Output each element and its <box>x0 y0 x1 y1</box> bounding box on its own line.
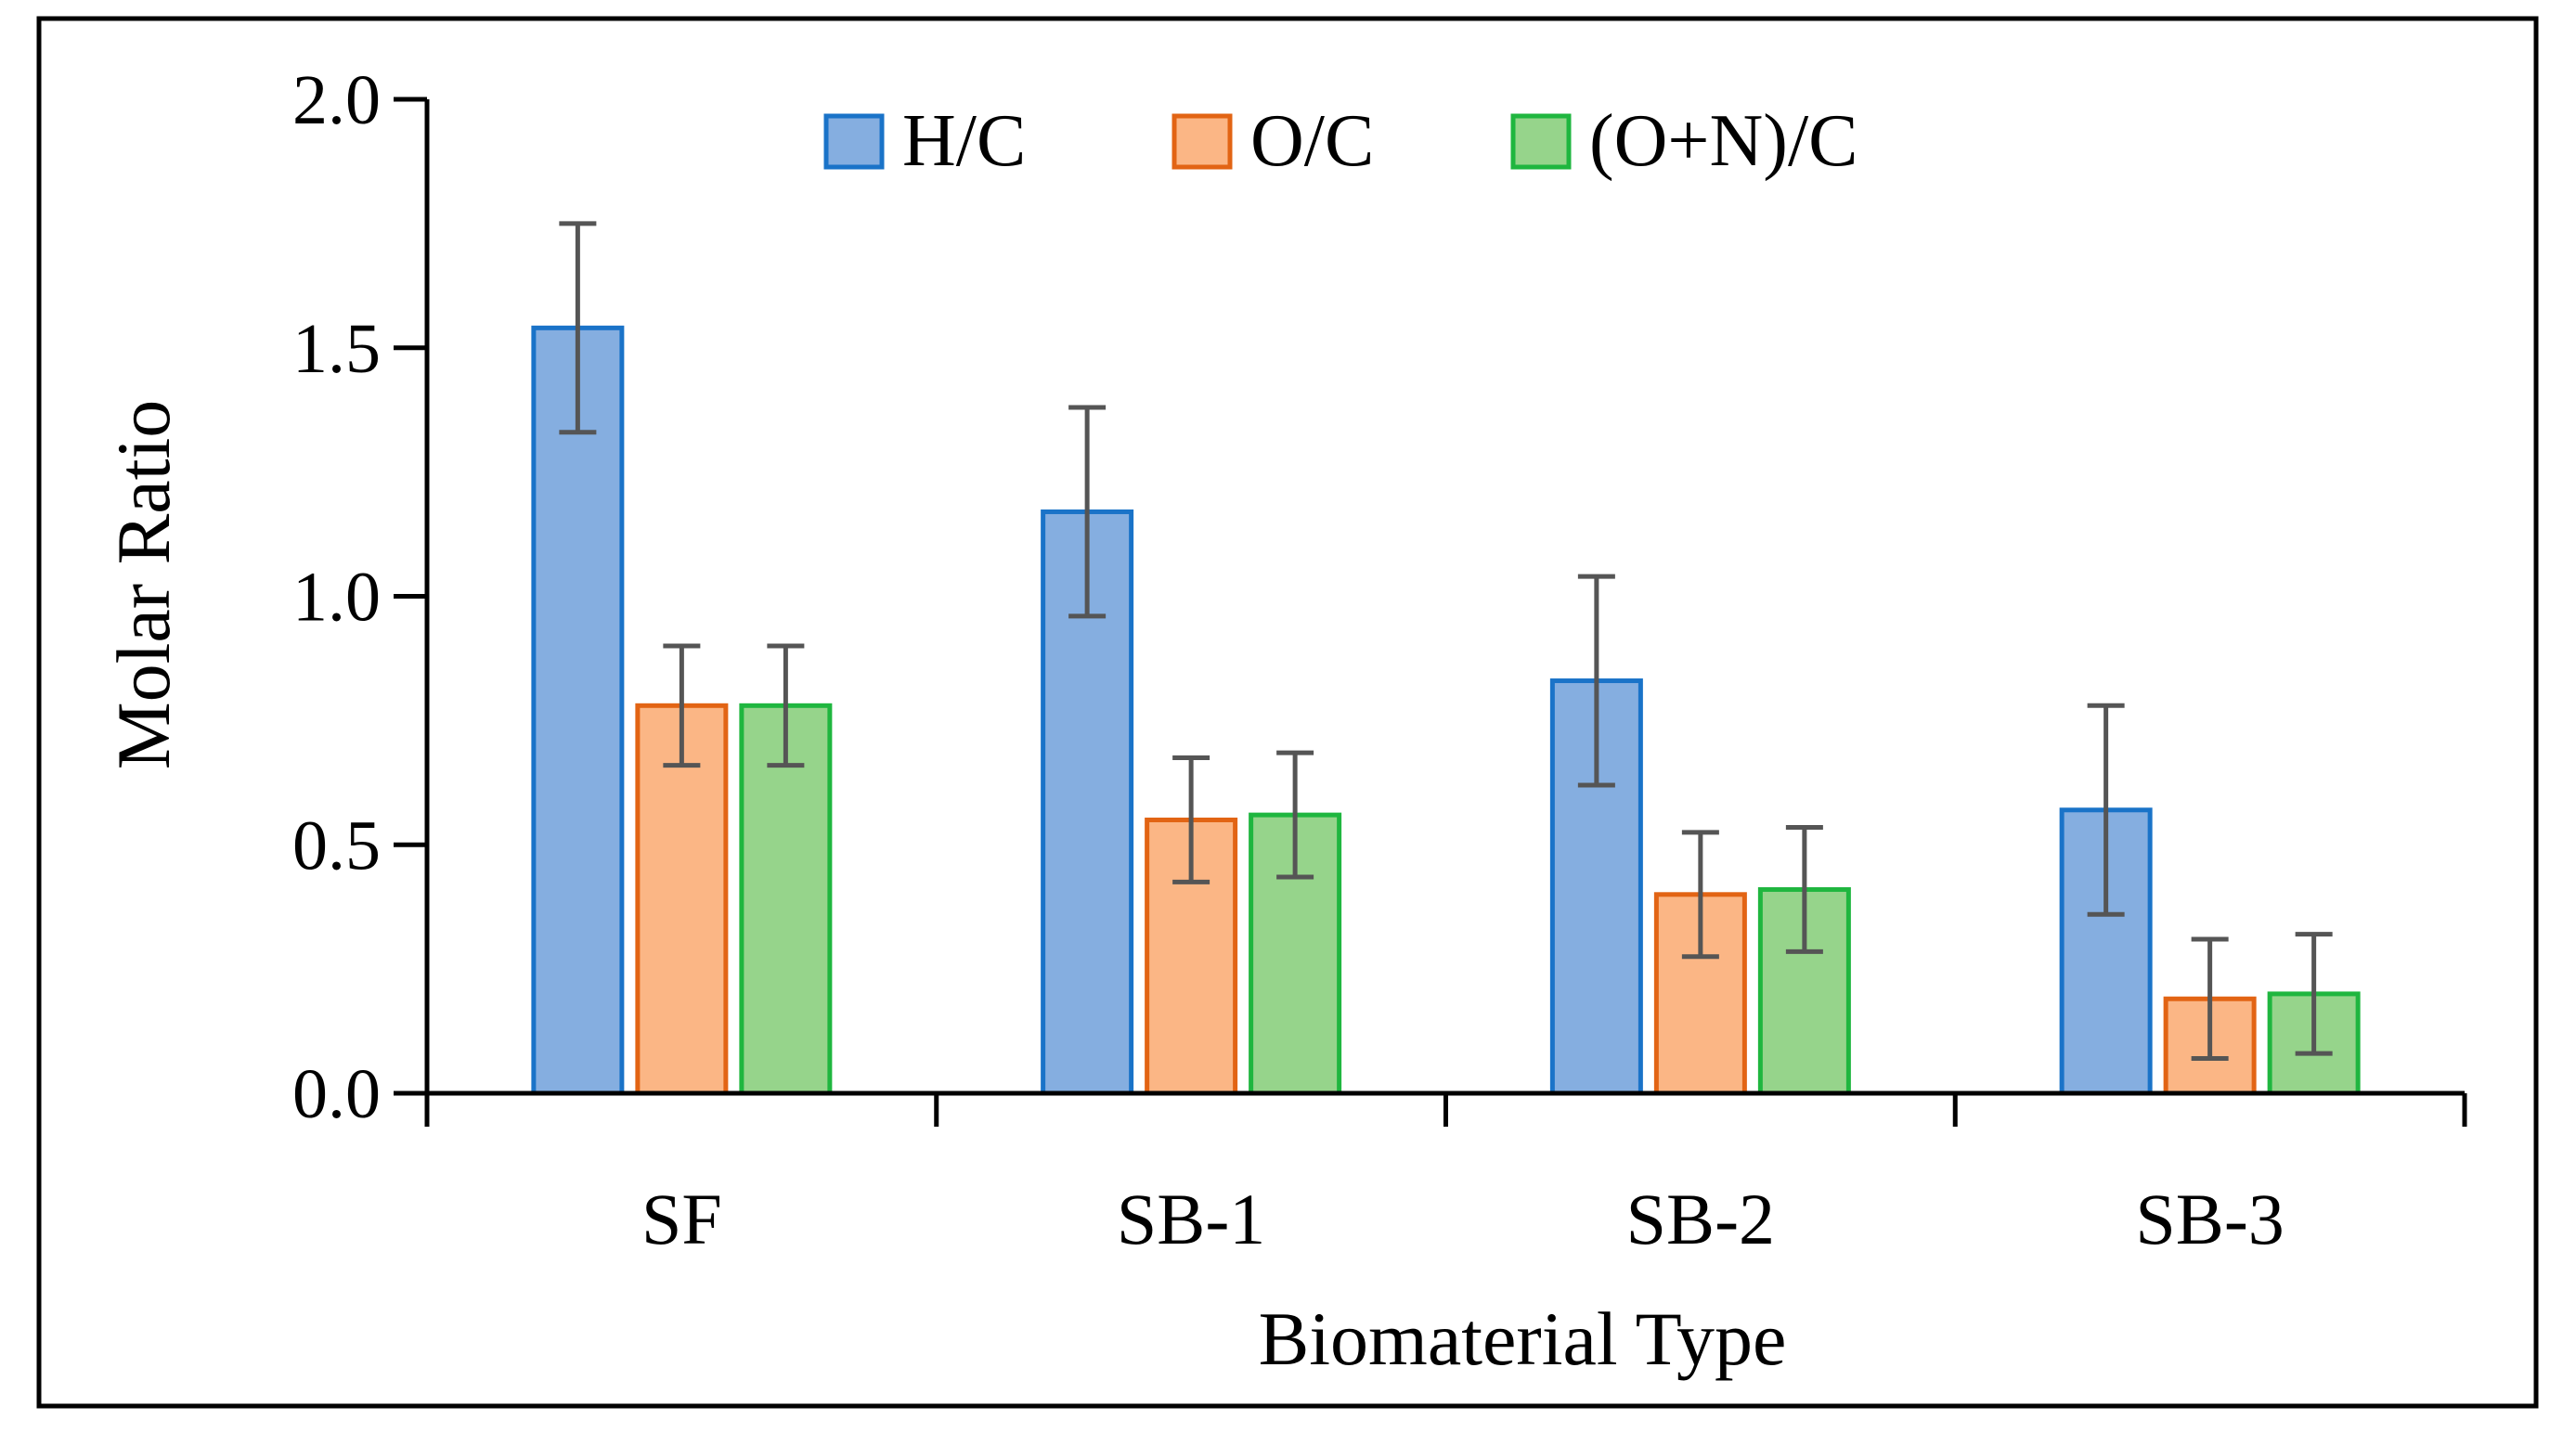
legend: H/C O/C (O+N)/C <box>823 100 1858 182</box>
x-axis-title: Biomaterial Type <box>1259 1297 1787 1381</box>
y-tick-label-3: 1.5 <box>292 310 381 388</box>
error-bar-sf-series-1 <box>663 643 701 768</box>
y-axis-title: Molar Ratio <box>101 400 186 770</box>
error-bar-sb-2-series-0 <box>1577 574 1615 788</box>
axes-layer <box>394 97 2467 1127</box>
error-bar-sb-1-series-0 <box>1068 405 1107 619</box>
legend-label-1: O/C <box>1250 100 1374 182</box>
legend-label-0: H/C <box>902 100 1026 182</box>
error-bar-sb-3-series-0 <box>2087 703 2125 917</box>
error-bar-sb-2-series-1 <box>1681 830 1719 960</box>
error-bar-sb-1-series-2 <box>1276 750 1314 880</box>
x-tick-label-sf: SF <box>641 1179 722 1259</box>
x-tick-label-sb-2: SB-2 <box>1626 1179 1775 1259</box>
y-tick-label-2: 1.0 <box>292 559 381 637</box>
error-bar-sf-series-0 <box>559 221 597 435</box>
x-tick-label-sb-3: SB-3 <box>2135 1179 2284 1259</box>
chart-frame <box>36 16 2539 1409</box>
bar-sf-series-0 <box>531 325 625 1096</box>
legend-swatch-2 <box>1510 113 1572 170</box>
y-tick-label-4: 2.0 <box>292 61 381 139</box>
y-tick-label-0: 0.0 <box>292 1055 381 1133</box>
x-tick-label-sb-1: SB-1 <box>1117 1179 1265 1259</box>
error-bar-sb-3-series-1 <box>2191 936 2229 1062</box>
tick-labels-layer: SF SB-1 SB-2 SB-3 0.0 0.5 1.0 1.5 2.0 <box>292 61 2285 1259</box>
error-bar-sb-1-series-1 <box>1172 755 1210 884</box>
bar-sf-series-2 <box>739 703 833 1096</box>
legend-label-2: (O+N)/C <box>1589 100 1858 182</box>
legend-swatch-1 <box>1171 113 1233 170</box>
y-tick-label-1: 0.5 <box>292 806 381 884</box>
error-bar-sb-2-series-2 <box>1785 825 1823 954</box>
error-bar-sb-3-series-2 <box>2295 932 2333 1056</box>
error-bar-sf-series-2 <box>767 643 805 768</box>
error-bars-layer <box>559 221 2333 1062</box>
legend-swatch-0 <box>823 113 885 170</box>
